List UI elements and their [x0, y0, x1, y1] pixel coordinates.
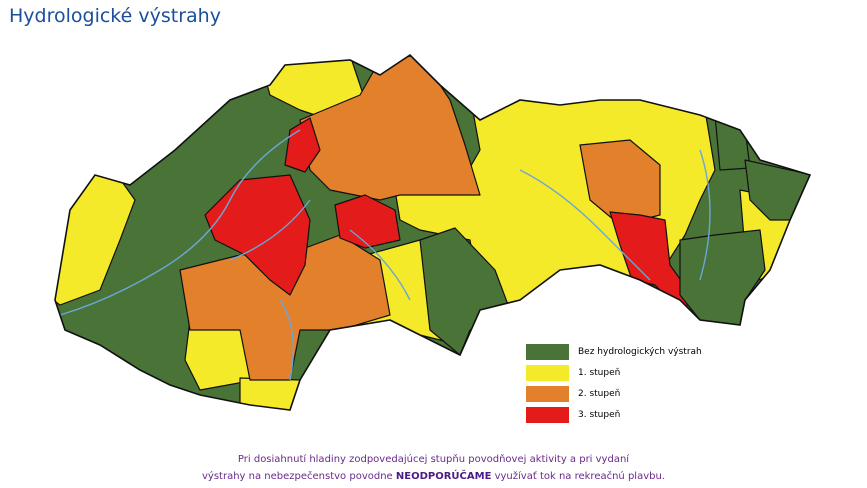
legend-swatch — [526, 406, 569, 423]
note: Pri dosiahnutí hladiny zodpovedajúcej st… — [0, 451, 867, 485]
legend-label: 2. stupeň — [578, 388, 621, 399]
note-line: Pri dosiahnutí hladiny zodpovedajúcej st… — [237, 454, 630, 465]
legend: Bez hydrologických výstrah 1. stupeň 2. st… — [526, 341, 702, 425]
legend-item: 2. stupeň — [526, 383, 702, 404]
legend-item: Bez hydrologických výstrah — [526, 341, 702, 362]
map — [54, 54, 811, 411]
note-emphasis: NEODPORÚČAME — [395, 471, 492, 482]
note-line: výstrahy na nebezpečenstvo povodne NEODP… — [0, 468, 867, 485]
regions — [55, 55, 810, 410]
legend-label: 1. stupeň — [578, 367, 621, 378]
note-text: využívať tok na rekreačnú plavbu. — [494, 471, 665, 482]
note-text: výstrahy na nebezpečenstvo povodne — [202, 471, 393, 482]
legend-item: 1. stupeň — [526, 362, 702, 383]
legend-swatch — [526, 343, 569, 360]
title: Hydrologické výstrahy — [9, 5, 221, 27]
legend-item: 3. stupeň — [526, 404, 702, 425]
legend-swatch — [526, 364, 569, 381]
legend-swatch — [526, 385, 569, 402]
legend-label: 3. stupeň — [578, 409, 621, 420]
legend-label: Bez hydrologických výstrah — [578, 346, 702, 357]
